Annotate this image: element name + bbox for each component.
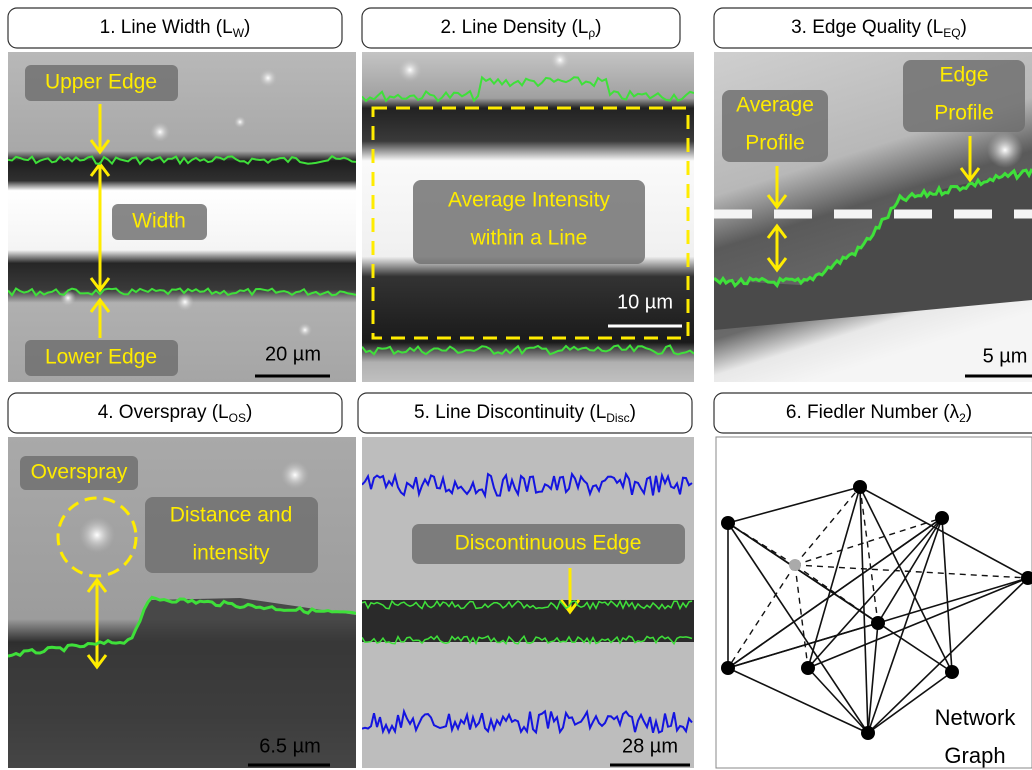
panel-title: 1. Line Width (LW) — [100, 17, 251, 40]
title-tail: ) — [630, 402, 636, 423]
scale-bar-label: 5 µm — [983, 345, 1028, 367]
title-text: 1. Line Width (L — [100, 17, 233, 38]
graph-node — [721, 661, 735, 675]
graph-node — [853, 480, 867, 494]
scale-bar-label: 6.5 µm — [259, 735, 321, 757]
panel-title: 3. Edge Quality (LEQ) — [791, 17, 967, 40]
label: Overspray — [31, 461, 128, 484]
panel-title: 2. Line Density (Lρ) — [440, 17, 601, 40]
scale-bar-label: 28 µm — [622, 735, 678, 757]
title-text: 3. Edge Quality (L — [791, 17, 943, 38]
label: Width — [132, 210, 186, 233]
title-subscript: OS — [229, 411, 246, 425]
title-subscript: W — [233, 26, 245, 40]
label: within a Line — [470, 227, 588, 250]
label: Profile — [745, 132, 805, 155]
graph-node — [871, 616, 885, 630]
graph-node — [861, 726, 875, 740]
panel-title: 6. Fiedler Number (λ2) — [786, 402, 972, 425]
panel-title: 5. Line Discontinuity (LDisc) — [414, 402, 636, 425]
title-subscript: Disc — [606, 411, 629, 425]
title-text: 2. Line Density (L — [440, 17, 588, 38]
graph-node — [721, 516, 735, 530]
graph-node — [945, 665, 959, 679]
graph-node — [801, 661, 815, 675]
label: Discontinuous Edge — [455, 532, 642, 555]
title-subscript: EQ — [943, 26, 960, 40]
title-tail: ) — [961, 17, 967, 38]
title-tail: ) — [244, 17, 250, 38]
label: Edge — [939, 64, 988, 87]
label: Lower Edge — [45, 346, 157, 369]
page: {"panels": [ {"title": {"text": "1. Line… — [0, 0, 1032, 770]
figure: 1. Line Width (LW)2. Line Density (Lρ)3.… — [0, 0, 1032, 770]
title-tail: ) — [246, 402, 252, 423]
label: Average Intensity — [448, 189, 610, 212]
title-text: 5. Line Discontinuity (L — [414, 402, 606, 423]
graph-node — [789, 559, 801, 571]
label: Upper Edge — [45, 71, 157, 94]
scale-bar-label: 10 µm — [617, 291, 673, 313]
title-text: 4. Overspray (L — [98, 402, 229, 423]
title-tail: ) — [595, 17, 601, 38]
title-text: 6. Fiedler Number (λ — [786, 402, 960, 423]
title-tail: ) — [966, 402, 972, 423]
label: Graph — [944, 743, 1005, 768]
label: intensity — [192, 542, 270, 565]
label: Distance and — [170, 504, 293, 527]
graph-node — [935, 511, 949, 525]
label: Profile — [934, 102, 994, 125]
label: Average — [736, 94, 814, 117]
scale-bar-label: 20 µm — [265, 343, 321, 365]
label: Network — [935, 705, 1017, 730]
